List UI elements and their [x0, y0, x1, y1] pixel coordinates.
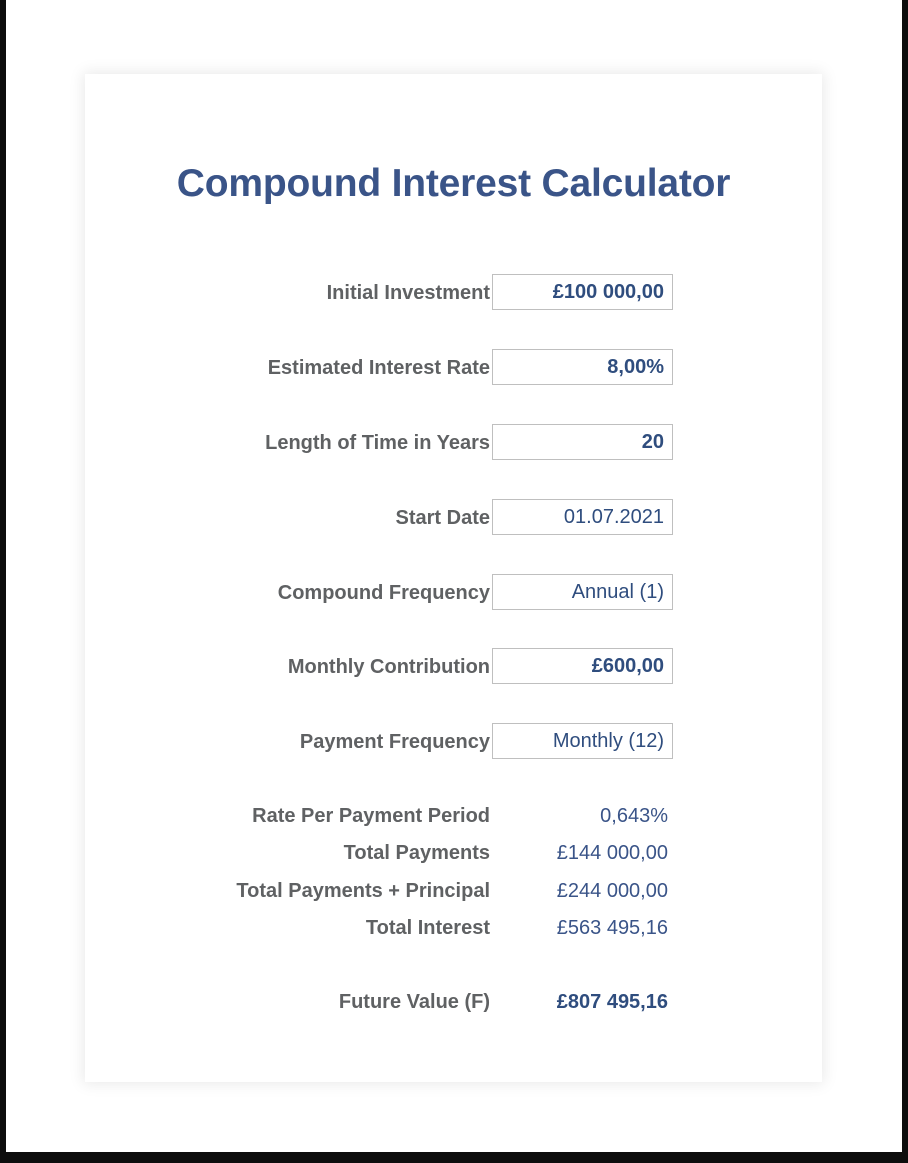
field-initial-investment[interactable]: £100 000,00: [492, 274, 673, 310]
label-compound-frequency: Compound Frequency: [277, 582, 490, 604]
value-rate-per-payment-period: 0,643%: [600, 805, 668, 827]
row-initial-investment: Initial Investment £100 000,00: [85, 274, 755, 312]
field-start-date[interactable]: 01.07.2021: [492, 499, 673, 535]
value-total-payments: £144 000,00: [556, 842, 668, 864]
label-total-interest: Total Interest: [365, 917, 490, 939]
value-monthly-contribution[interactable]: £600,00: [591, 655, 664, 677]
calculator-card: Compound Interest Calculator Initial Inv…: [85, 74, 822, 1082]
result-future-value: Future Value (F) £807 495,16: [85, 988, 755, 1017]
field-monthly-contribution[interactable]: £600,00: [492, 648, 673, 684]
label-payment-frequency: Payment Frequency: [299, 731, 490, 753]
label-estimated-interest-rate: Estimated Interest Rate: [267, 357, 490, 379]
label-start-date: Start Date: [395, 507, 490, 529]
label-rate-per-payment-period: Rate Per Payment Period: [252, 805, 490, 827]
row-estimated-interest-rate: Estimated Interest Rate 8,00%: [85, 349, 755, 387]
result-total-payments-plus-principal: Total Payments + Principal £244 000,00: [85, 877, 755, 906]
page-surface: Compound Interest Calculator Initial Inv…: [6, 0, 902, 1152]
device-frame-bottom: [0, 1152, 908, 1163]
value-total-payments-plus-principal: £244 000,00: [556, 880, 668, 902]
row-length-of-time-in-years: Length of Time in Years 20: [85, 424, 755, 462]
row-monthly-contribution: Monthly Contribution £600,00: [85, 648, 755, 686]
field-length-of-time-in-years[interactable]: 20: [492, 424, 673, 460]
field-compound-frequency[interactable]: Annual (1): [492, 574, 673, 610]
value-estimated-interest-rate[interactable]: 8,00%: [607, 356, 664, 378]
row-compound-frequency: Compound Frequency Annual (1): [85, 574, 755, 612]
value-length-of-time-in-years[interactable]: 20: [641, 431, 664, 453]
result-rate-per-payment-period: Rate Per Payment Period 0,643%: [85, 802, 755, 831]
label-monthly-contribution: Monthly Contribution: [287, 656, 490, 678]
label-total-payments-plus-principal: Total Payments + Principal: [236, 880, 490, 902]
value-initial-investment[interactable]: £100 000,00: [552, 281, 664, 303]
value-payment-frequency[interactable]: Monthly (12): [552, 730, 664, 752]
field-payment-frequency[interactable]: Monthly (12): [492, 723, 673, 759]
label-length-of-time-in-years: Length of Time in Years: [265, 432, 490, 454]
value-compound-frequency[interactable]: Annual (1): [571, 581, 664, 603]
row-start-date: Start Date 01.07.2021: [85, 499, 755, 537]
row-payment-frequency: Payment Frequency Monthly (12): [85, 723, 755, 761]
value-future-value: £807 495,16: [556, 991, 668, 1013]
label-initial-investment: Initial Investment: [326, 282, 490, 304]
value-total-interest: £563 495,16: [556, 917, 668, 939]
label-total-payments: Total Payments: [343, 842, 490, 864]
label-future-value: Future Value (F): [338, 991, 490, 1013]
field-estimated-interest-rate[interactable]: 8,00%: [492, 349, 673, 385]
result-total-payments: Total Payments £144 000,00: [85, 839, 755, 868]
page-title: Compound Interest Calculator: [176, 162, 731, 205]
value-start-date[interactable]: 01.07.2021: [563, 506, 664, 528]
result-total-interest: Total Interest £563 495,16: [85, 914, 755, 943]
